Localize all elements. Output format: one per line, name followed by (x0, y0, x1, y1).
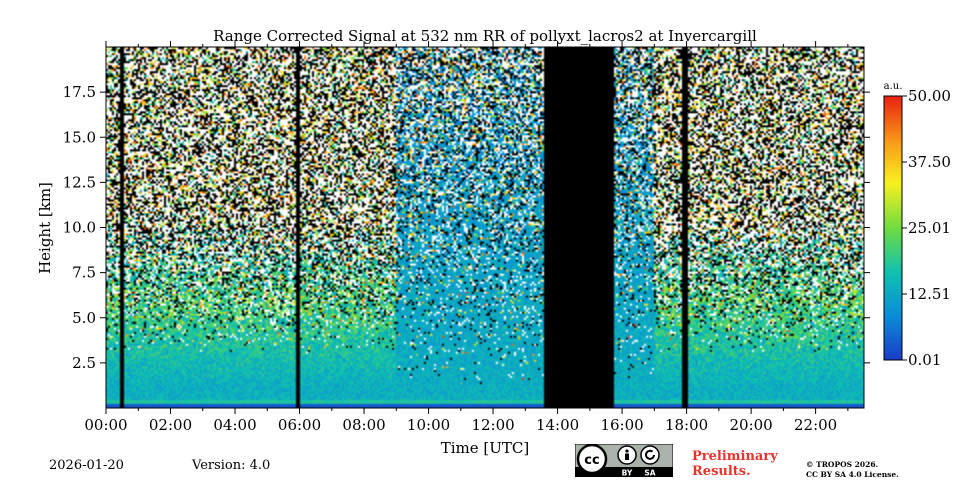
x-tick-label: 00:00 (84, 416, 127, 434)
license-sa-label: SA (644, 469, 655, 478)
y-tick-label: 5.0 (72, 309, 96, 327)
colorbar-tick-label: 12.51 (908, 285, 951, 303)
colorbar-tick-label: 0.01 (908, 351, 941, 369)
colorbar-ticks: 0.01 12.51 25.01 37.50 50.00 (902, 87, 951, 369)
copyright-line-1: © TROPOS 2026. (806, 460, 879, 469)
x-tick-label: 10:00 (407, 416, 450, 434)
colorbar (883, 95, 903, 361)
cc-license-badge: cc BY SA (575, 444, 673, 477)
footer-date: 2026-01-20 (49, 458, 124, 473)
svg-text:cc: cc (584, 453, 599, 468)
copyright-note: © TROPOS 2026. CC BY SA 4.0 License. (806, 460, 899, 480)
y-axis: 2.5 5.0 7.5 10.0 12.5 15.0 17.5 (63, 83, 870, 372)
y-tick-label: 10.0 (63, 219, 96, 237)
colorbar-unit-label: a.u. (884, 81, 903, 92)
y-tick-label: 12.5 (63, 173, 96, 191)
y-tick-label: 7.5 (72, 264, 96, 282)
x-tick-label: 22:00 (794, 416, 837, 434)
y-axis-label: Height [km] (36, 182, 54, 274)
x-tick-label: 04:00 (213, 416, 256, 434)
colorbar-tick-label: 50.00 (908, 87, 951, 105)
x-tick-label: 14:00 (536, 416, 579, 434)
x-tick-label: 12:00 (471, 416, 514, 434)
footer-version: Version: 4.0 (192, 458, 271, 473)
colorbar-tick-label: 25.01 (908, 219, 951, 237)
x-tick-label: 20:00 (729, 416, 772, 434)
x-tick-label: 18:00 (665, 416, 708, 434)
x-tick-label: 02:00 (149, 416, 192, 434)
license-by-label: BY (622, 469, 633, 478)
colorbar-tick-label: 37.50 (908, 153, 951, 171)
y-tick-label: 17.5 (63, 83, 96, 101)
preliminary-line-2: Results. (692, 464, 751, 479)
heatmap-plot-area (106, 47, 864, 408)
y-tick-label: 15.0 (63, 128, 96, 146)
x-axis: 00:00 02:00 04:00 06:00 08:00 10:00 12:00 14:00… (84, 41, 849, 434)
cc-icon: cc (576, 444, 608, 475)
copyright-line-2: CC BY SA 4.0 License. (806, 470, 899, 479)
preliminary-results-note: Preliminary Results. (692, 449, 778, 479)
chart-title: Range Corrected Signal at 532 nm RR of p… (213, 27, 757, 45)
heatmap-raster (106, 47, 864, 408)
share-alike-icon (640, 445, 660, 465)
x-tick-label: 06:00 (278, 416, 321, 434)
by-attribution-icon (617, 445, 637, 465)
preliminary-line-1: Preliminary (692, 449, 778, 464)
x-axis-label: Time [UTC] (441, 439, 530, 457)
x-tick-label: 08:00 (342, 416, 385, 434)
x-tick-label: 16:00 (600, 416, 643, 434)
y-tick-label: 2.5 (72, 354, 96, 372)
